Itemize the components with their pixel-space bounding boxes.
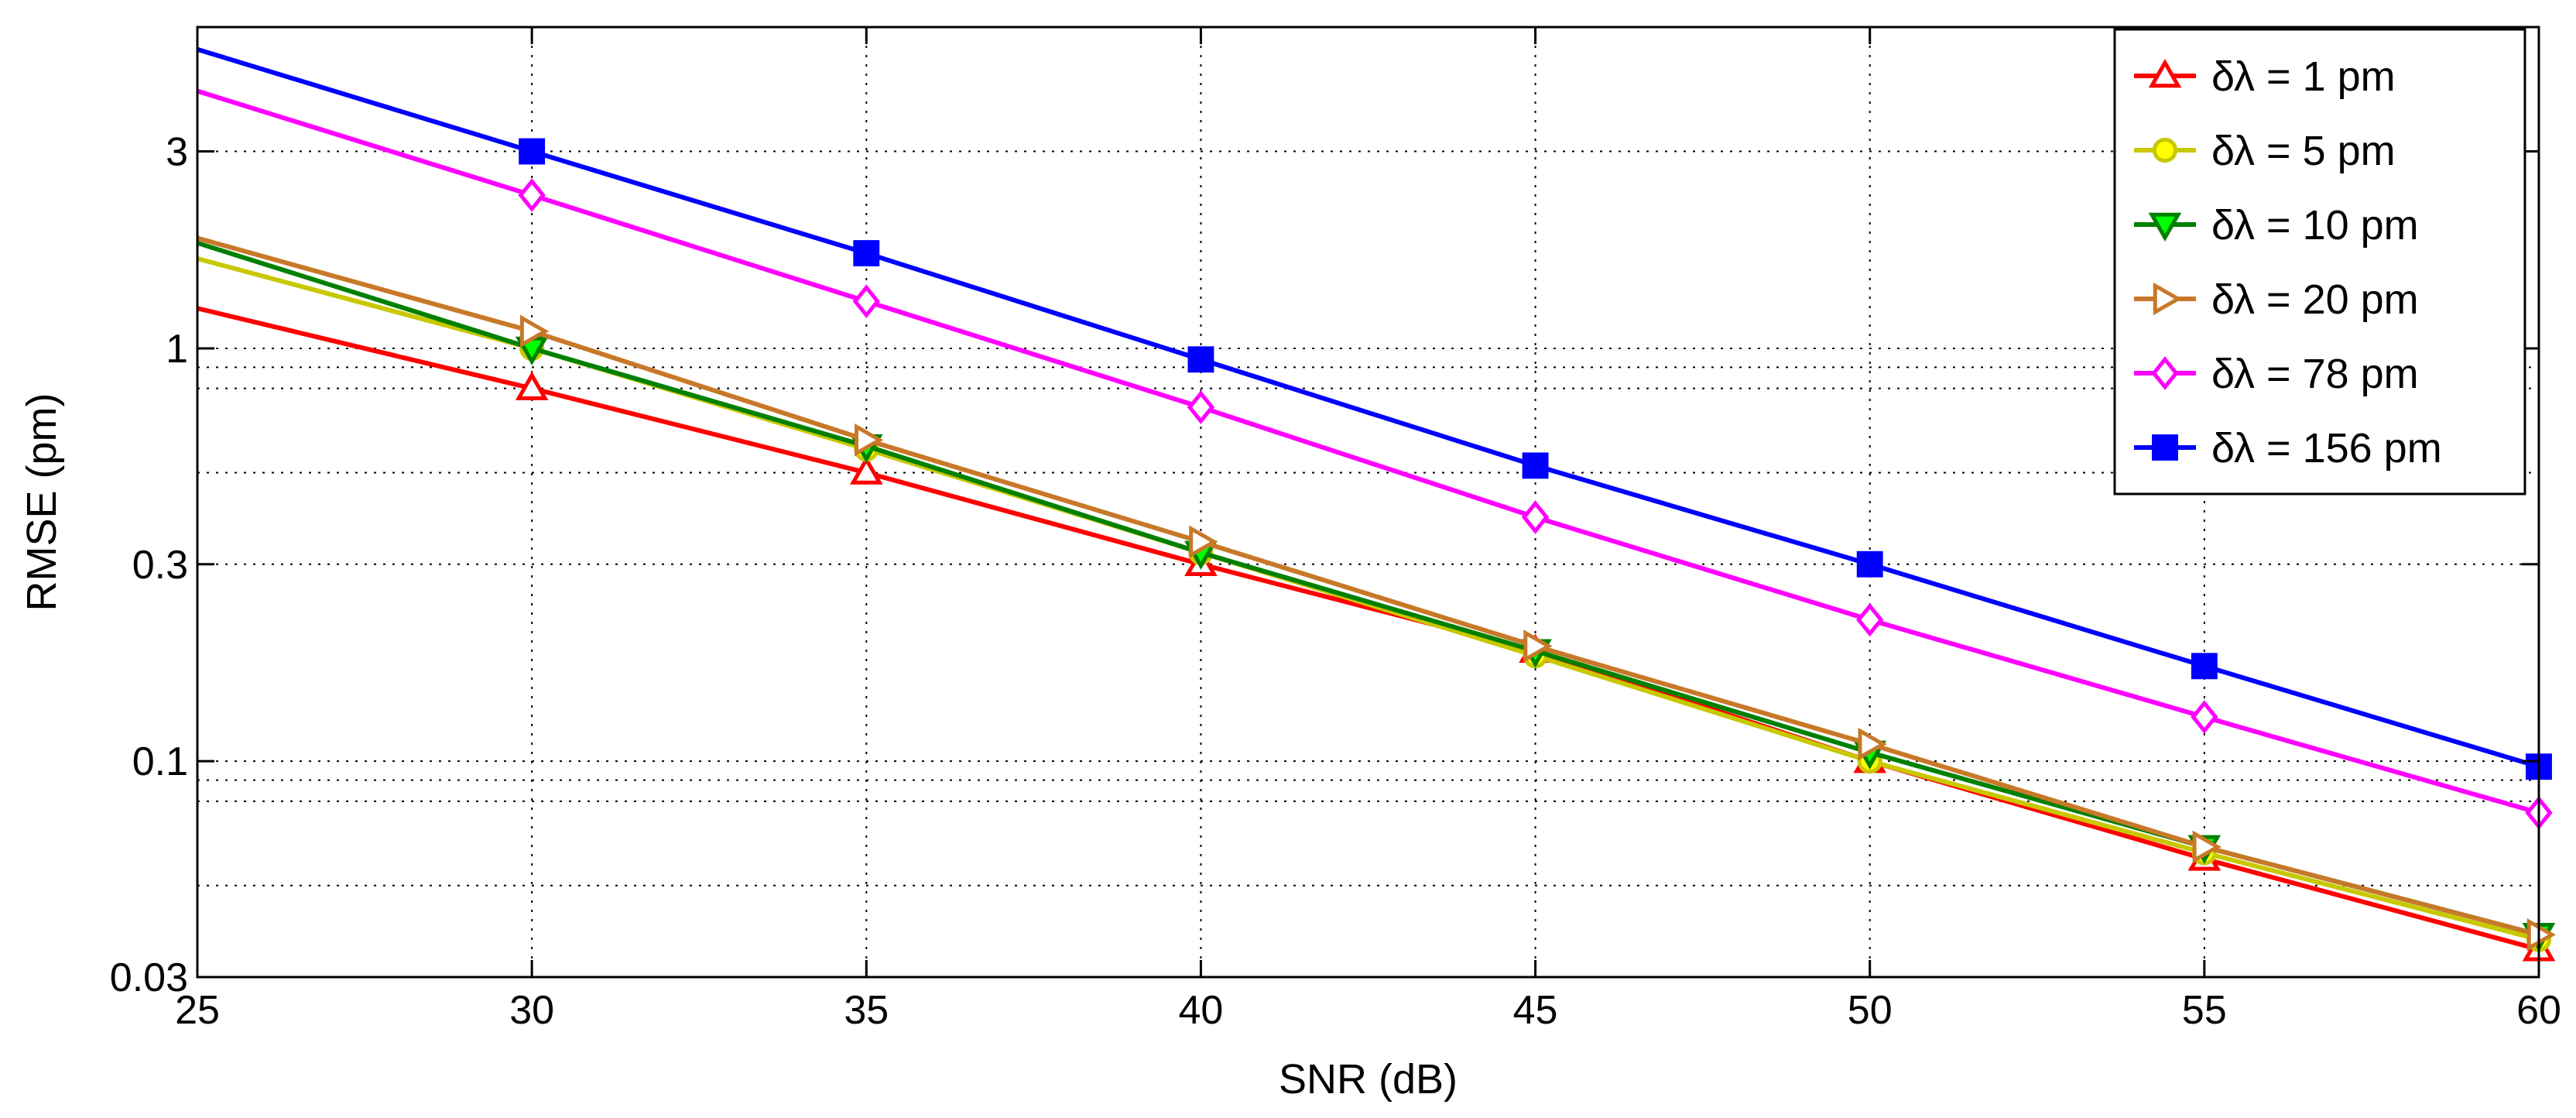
series-0-point-2 (849, 455, 883, 485)
x-tick-label-0: 25 (175, 988, 220, 1033)
x-tick-label-5: 50 (1848, 988, 1893, 1033)
x-tick-label-2: 35 (844, 988, 889, 1033)
legend-entry-4: δλ = 78 pm (2134, 351, 2419, 397)
legend-label-5: δλ = 156 pm (2211, 425, 2442, 472)
series-3-point-4 (1523, 629, 1553, 663)
y-tick-label-2: 0.3 (132, 543, 188, 588)
legend-swatch-marker-5 (2152, 434, 2178, 461)
legend-label-2: δλ = 10 pm (2211, 202, 2419, 249)
series-3-point-2 (855, 423, 884, 457)
x-tick-label-1: 30 (509, 988, 554, 1033)
x-tick-label-6: 55 (2182, 988, 2227, 1033)
legend-entry-0: δλ = 1 pm (2134, 53, 2396, 100)
series-4-point-6 (2191, 700, 2218, 734)
series-line-5 (197, 46, 2540, 770)
series-5 (197, 46, 2552, 780)
series-5-point-1 (519, 138, 546, 165)
series-4-point-2 (852, 284, 880, 319)
series-layer (197, 46, 2557, 962)
series-4-point-3 (1187, 390, 1215, 424)
series-3-point-5 (1858, 727, 1887, 761)
legend-swatch-marker-4 (2151, 356, 2179, 390)
series-4-point-4 (1521, 500, 1550, 534)
series-line-3 (197, 235, 2540, 938)
legend-box (2113, 28, 2526, 496)
legend-swatch-marker-0 (2148, 58, 2182, 88)
y-tick-label-4: 3 (166, 130, 188, 175)
y-tick-label-1: 0.1 (132, 739, 188, 784)
series-4-point-1 (518, 178, 546, 212)
x-tick-label-3: 40 (1179, 988, 1224, 1033)
series-4-point-5 (1856, 602, 1884, 637)
y-axis-label: RMSE (pm) (19, 393, 65, 612)
legend-swatch-marker-3 (2153, 282, 2183, 316)
legend-label-3: δλ = 20 pm (2211, 276, 2419, 323)
series-line-4 (197, 88, 2540, 815)
y-tick-label-0: 0.03 (110, 955, 188, 1000)
legend-label-0: δλ = 1 pm (2211, 53, 2396, 100)
legend-entry-2: δλ = 10 pm (2134, 202, 2419, 249)
plot-frame (196, 26, 2540, 979)
series-5-point-2 (853, 240, 880, 267)
legend-label-1: δλ = 5 pm (2211, 128, 2396, 174)
x-tick-label-7: 60 (2516, 988, 2561, 1033)
legend-swatch-marker-1 (2152, 137, 2178, 163)
x-tick-label-4: 45 (1513, 988, 1558, 1033)
legend-entry-1: δλ = 5 pm (2134, 128, 2396, 174)
x-axis-label: SNR (dB) (1279, 1056, 1458, 1103)
series-0-point-1 (515, 371, 549, 400)
legend-entry-5: δλ = 156 pm (2134, 425, 2442, 472)
series-3-point-6 (2192, 830, 2221, 864)
series-3-point-1 (519, 314, 550, 348)
legend-entry-3: δλ = 20 pm (2134, 276, 2419, 323)
ticks: 25 30 35 40 45 50 55 60 0.03 0.1 0.3 1 3 (110, 27, 2561, 1033)
legend-swatch-marker-2 (2148, 212, 2182, 242)
series-3 (197, 235, 2557, 952)
series-5-point-3 (1187, 346, 1214, 373)
series-3-point-7 (2526, 917, 2557, 952)
series-3-point-3 (1189, 525, 1218, 559)
series-5-point-6 (2191, 653, 2218, 680)
series-4 (197, 88, 2553, 830)
series-line-0 (197, 306, 2540, 952)
series-5-point-4 (1522, 452, 1549, 479)
legend: δλ = 1 pm δλ = 5 pm δλ = 10 pm δλ = 20 pm δλ… (2113, 28, 2526, 496)
legend-label-4: δλ = 78 pm (2211, 351, 2419, 397)
y-tick-label-3: 1 (166, 327, 188, 372)
series-5-point-5 (1856, 550, 1883, 578)
